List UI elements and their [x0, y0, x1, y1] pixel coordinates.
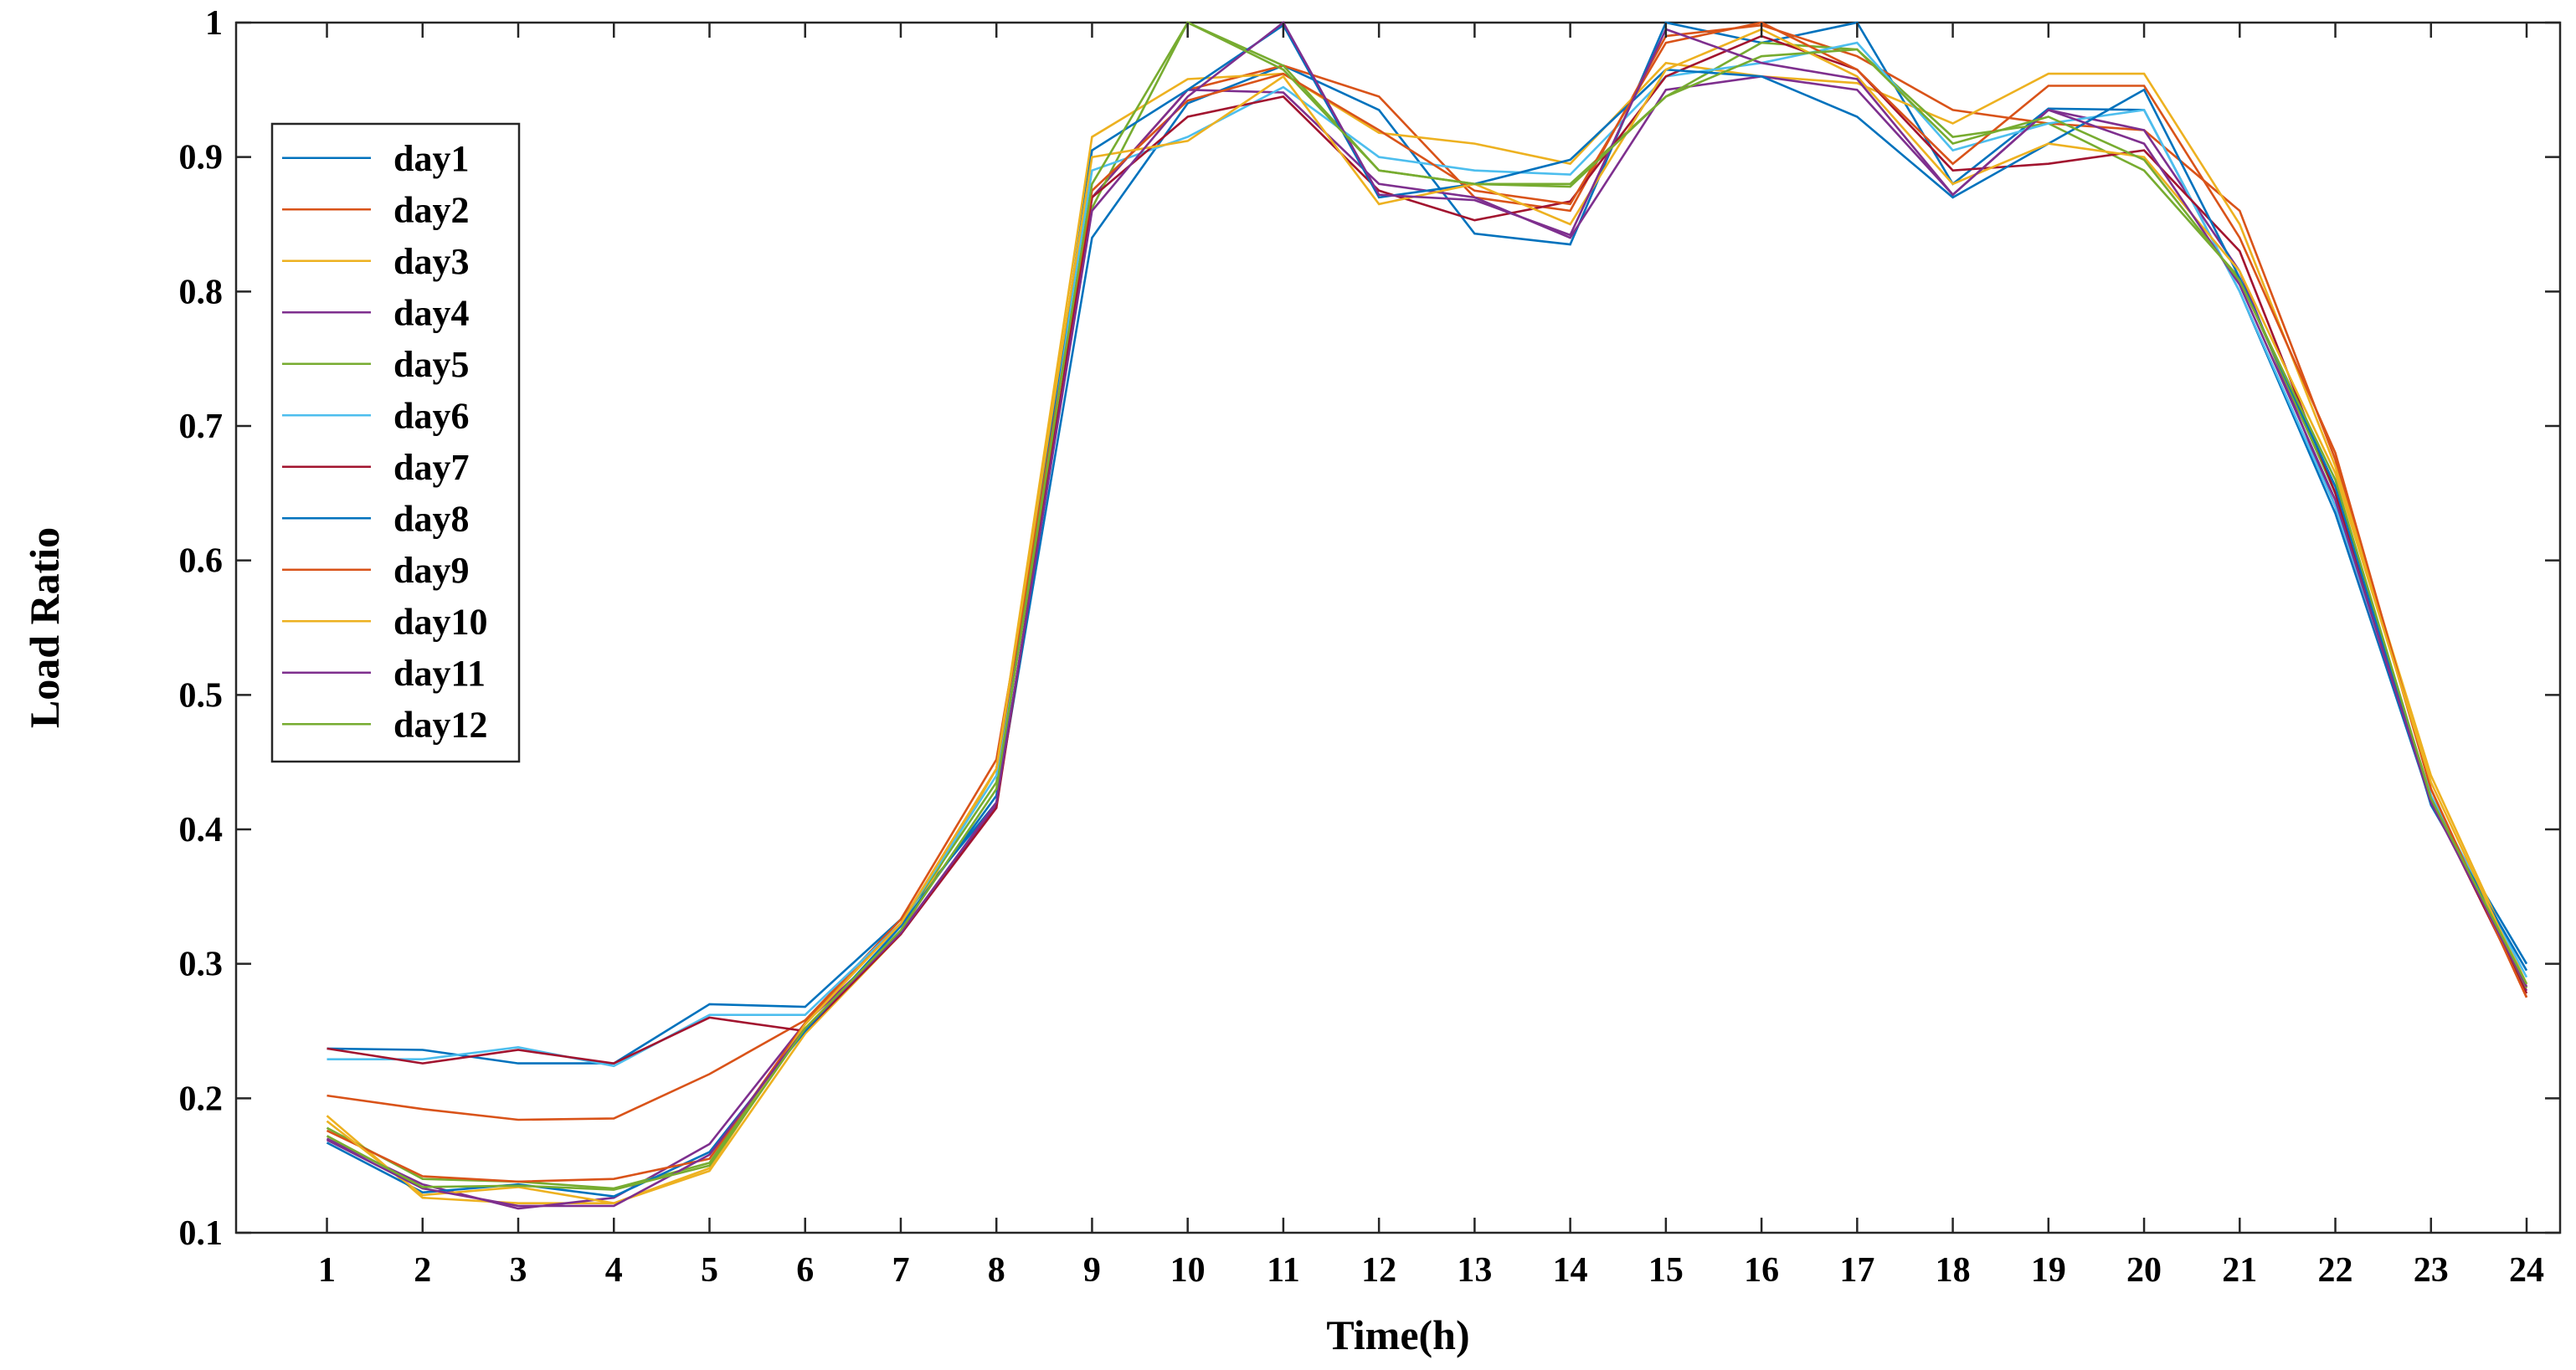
y-tick-label: 0.3 [179, 946, 224, 984]
x-tick-label: 4 [605, 1251, 623, 1290]
y-axis-title: Load Ratio [21, 527, 68, 728]
x-tick-label: 20 [2126, 1251, 2162, 1290]
legend-label-day5: day5 [393, 344, 469, 385]
x-tick-label: 24 [2509, 1251, 2544, 1290]
legend-label-day11: day11 [393, 653, 486, 694]
y-tick-label: 0.2 [179, 1080, 224, 1118]
x-tick-label: 8 [988, 1251, 1005, 1290]
legend-label-day12: day12 [393, 704, 487, 745]
x-tick-label: 7 [892, 1251, 909, 1290]
series-line-day11 [326, 21, 2528, 1208]
series-line-day6 [326, 41, 2528, 1068]
y-tick-label: 0.8 [179, 273, 224, 311]
x-tick-label: 1 [318, 1251, 336, 1290]
legend-label-day4: day4 [393, 292, 469, 333]
y-tick-label: 0.7 [179, 408, 224, 446]
x-tick-label: 19 [2031, 1251, 2066, 1290]
series-line-day8 [326, 23, 2528, 1198]
x-tick-label: 14 [1553, 1251, 1588, 1290]
plot-area [234, 21, 2562, 1234]
x-tick-label: 6 [796, 1251, 814, 1290]
x-tick-label: 18 [1936, 1251, 1971, 1290]
series-line-day12 [326, 21, 2528, 1191]
x-axis-title: Time(h) [1326, 1311, 1469, 1358]
x-tick-label: 12 [1361, 1251, 1396, 1290]
series-line-day10 [326, 28, 2528, 1205]
x-tick-label: 3 [510, 1251, 527, 1290]
x-tick-label: 5 [701, 1251, 718, 1290]
x-tick-label: 10 [1170, 1251, 1206, 1290]
plot-frame [234, 21, 2562, 1234]
legend-box [270, 122, 521, 763]
legend-label-day1: day1 [393, 138, 469, 179]
x-tick-label: 11 [1267, 1251, 1300, 1290]
legend-label-day3: day3 [393, 241, 469, 282]
x-tick-label: 2 [414, 1251, 431, 1290]
y-tick-label: 0.9 [179, 139, 224, 177]
y-tick-label: 0.4 [179, 811, 224, 849]
x-tick-label: 15 [1648, 1251, 1684, 1290]
legend: day1 day2 day3 day4 day5 day6 day7 day8 day9 day1… [270, 122, 521, 763]
legend-label-day8: day8 [393, 498, 469, 539]
legend-label-day7: day7 [393, 447, 469, 488]
x-tick-label: 22 [2318, 1251, 2353, 1290]
legend-label-day6: day6 [393, 395, 469, 436]
y-tick-label: 0.6 [179, 542, 224, 581]
y-tick-label: 0.5 [179, 676, 224, 715]
x-tick-label: 23 [2414, 1251, 2449, 1290]
axes-layer: 1 2 3 4 5 6 7 8 9 10 11 12 13 14 15 16 17 18 19 20 21 22 23 240… [179, 4, 2560, 1290]
series-layer [326, 21, 2528, 1210]
x-tick-label: 13 [1457, 1251, 1492, 1290]
x-tick-label: 9 [1083, 1251, 1101, 1290]
legend-label-day10: day10 [393, 601, 487, 642]
legend-label-day9: day9 [393, 550, 469, 591]
series-line-day2 [326, 23, 2528, 1121]
y-tick-label: 1 [205, 4, 223, 43]
y-tick-label: 0.1 [179, 1214, 224, 1253]
x-tick-label: 16 [1744, 1251, 1779, 1290]
x-tick-label: 21 [2222, 1251, 2257, 1290]
x-tick-label: 17 [1839, 1251, 1874, 1290]
series-line-day3 [326, 61, 2528, 1204]
legend-label-day2: day2 [393, 189, 469, 230]
